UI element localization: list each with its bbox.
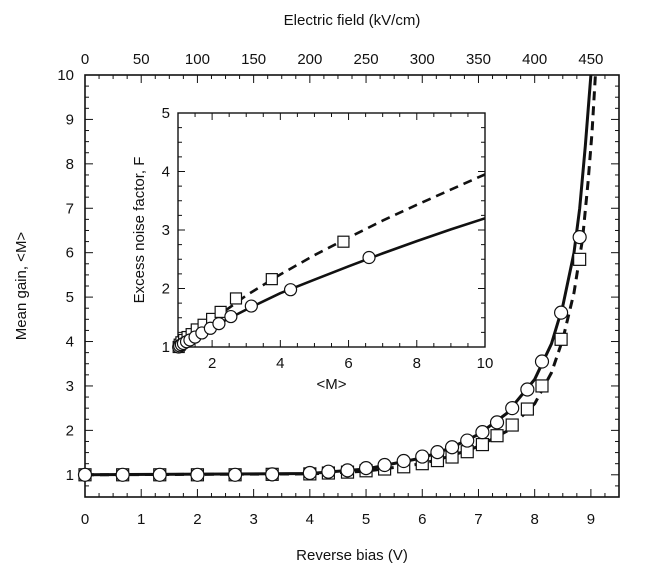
- inset-x-tick-label: 6: [344, 355, 352, 372]
- inset-y-tick-label: 3: [162, 222, 170, 239]
- y-tick-label: 7: [66, 200, 74, 217]
- x2-tick-label: 400: [522, 51, 547, 68]
- main-circle-point: [77, 467, 93, 482]
- main-square-point: [490, 429, 504, 443]
- main-circle-point: [534, 354, 550, 369]
- y-tick-label: 3: [66, 378, 74, 395]
- y-axis-label: Mean gain, <M>: [13, 232, 30, 341]
- inset-y-tick-label: 5: [162, 105, 170, 122]
- main-square-point: [573, 252, 587, 266]
- x2-tick-label: 100: [185, 51, 210, 68]
- main-circle-point: [444, 440, 460, 455]
- x-axis-label: Reverse bias (V): [296, 547, 408, 564]
- inset-x-axis-label: <M>: [316, 376, 346, 393]
- main-square-point: [475, 437, 490, 452]
- inset-y-axis-label: Excess noise factor, F: [131, 157, 148, 304]
- inset-circle-point: [244, 299, 258, 313]
- y-tick-label: 9: [66, 111, 74, 128]
- main-circle-point: [460, 433, 475, 448]
- x2-tick-label: 450: [578, 51, 603, 68]
- inset-square-point: [265, 273, 278, 286]
- main-square-point: [554, 332, 568, 346]
- y-tick-label: 1: [66, 467, 74, 484]
- main-circle-point: [152, 467, 167, 482]
- y-tick-label: 2: [66, 422, 74, 439]
- inset-x-tick-label: 10: [477, 355, 494, 372]
- main-circle-point: [265, 467, 280, 482]
- main-circle-point: [377, 457, 392, 473]
- x2-tick-label: 0: [81, 51, 89, 68]
- main-circle-point: [572, 230, 587, 245]
- x-tick-label: 0: [81, 511, 89, 528]
- main-square-point: [535, 379, 549, 393]
- x-tick-label: 2: [193, 511, 201, 528]
- main-circle-point: [489, 415, 505, 430]
- y-tick-label: 10: [57, 67, 74, 84]
- x2-tick-label: 150: [241, 51, 266, 68]
- main-circle-point: [430, 445, 445, 460]
- x-tick-label: 1: [137, 511, 145, 528]
- inset-x-tick-label: 8: [413, 355, 421, 372]
- main-circle-point: [358, 461, 374, 476]
- y-tick-label: 4: [66, 334, 74, 351]
- main-circle-point: [115, 467, 130, 482]
- y-tick-label: 6: [66, 245, 74, 262]
- main-circle-point: [340, 463, 355, 478]
- main-circle-point: [505, 401, 520, 416]
- x2-tick-label: 350: [466, 51, 491, 68]
- main-circle-point: [554, 305, 569, 320]
- x2-tick-label: 200: [297, 51, 322, 68]
- y-tick-label: 5: [66, 289, 74, 306]
- inset-circle-point: [362, 250, 376, 265]
- x2-tick-label: 50: [133, 51, 150, 68]
- main-circle-point: [321, 464, 336, 479]
- x-tick-label: 6: [418, 511, 426, 528]
- inset-x-tick-label: 2: [208, 355, 216, 372]
- x-tick-label: 8: [531, 511, 539, 528]
- inset-circle-point: [212, 317, 226, 331]
- inset-y-tick-label: 4: [162, 164, 170, 181]
- x2-axis-label: Electric field (kV/cm): [284, 12, 421, 29]
- x-tick-label: 4: [306, 511, 314, 528]
- inset-circle-point: [224, 309, 238, 324]
- inset-x-tick-label: 4: [276, 355, 284, 372]
- main-circle-point: [227, 467, 243, 482]
- x-tick-label: 7: [474, 511, 482, 528]
- main-circle-point: [415, 449, 430, 464]
- inset-square-point: [229, 292, 243, 305]
- x2-tick-label: 250: [354, 51, 379, 68]
- main-square-point: [520, 402, 534, 416]
- x-tick-label: 5: [362, 511, 370, 528]
- inset-circle-point: [283, 283, 298, 297]
- main-circle-point: [520, 382, 535, 397]
- inset-square-point: [337, 235, 350, 248]
- main-circle-point: [190, 467, 205, 482]
- x2-tick-label: 300: [410, 51, 435, 68]
- main-square-point: [505, 418, 519, 432]
- x-tick-label: 3: [249, 511, 257, 528]
- main-circle-point: [302, 465, 317, 481]
- inset-y-tick-label: 1: [162, 339, 170, 356]
- x-tick-label: 9: [587, 511, 595, 528]
- inset-y-tick-label: 2: [162, 281, 170, 298]
- y-tick-label: 8: [66, 156, 74, 173]
- main-plot: 0 1 2 3 4 5 6 7 8 9 0 50 100 150 200 250 300 350 400 450 1 2 3…: [13, 12, 620, 564]
- main-circle-point: [475, 425, 490, 440]
- main-circle-point: [396, 453, 411, 469]
